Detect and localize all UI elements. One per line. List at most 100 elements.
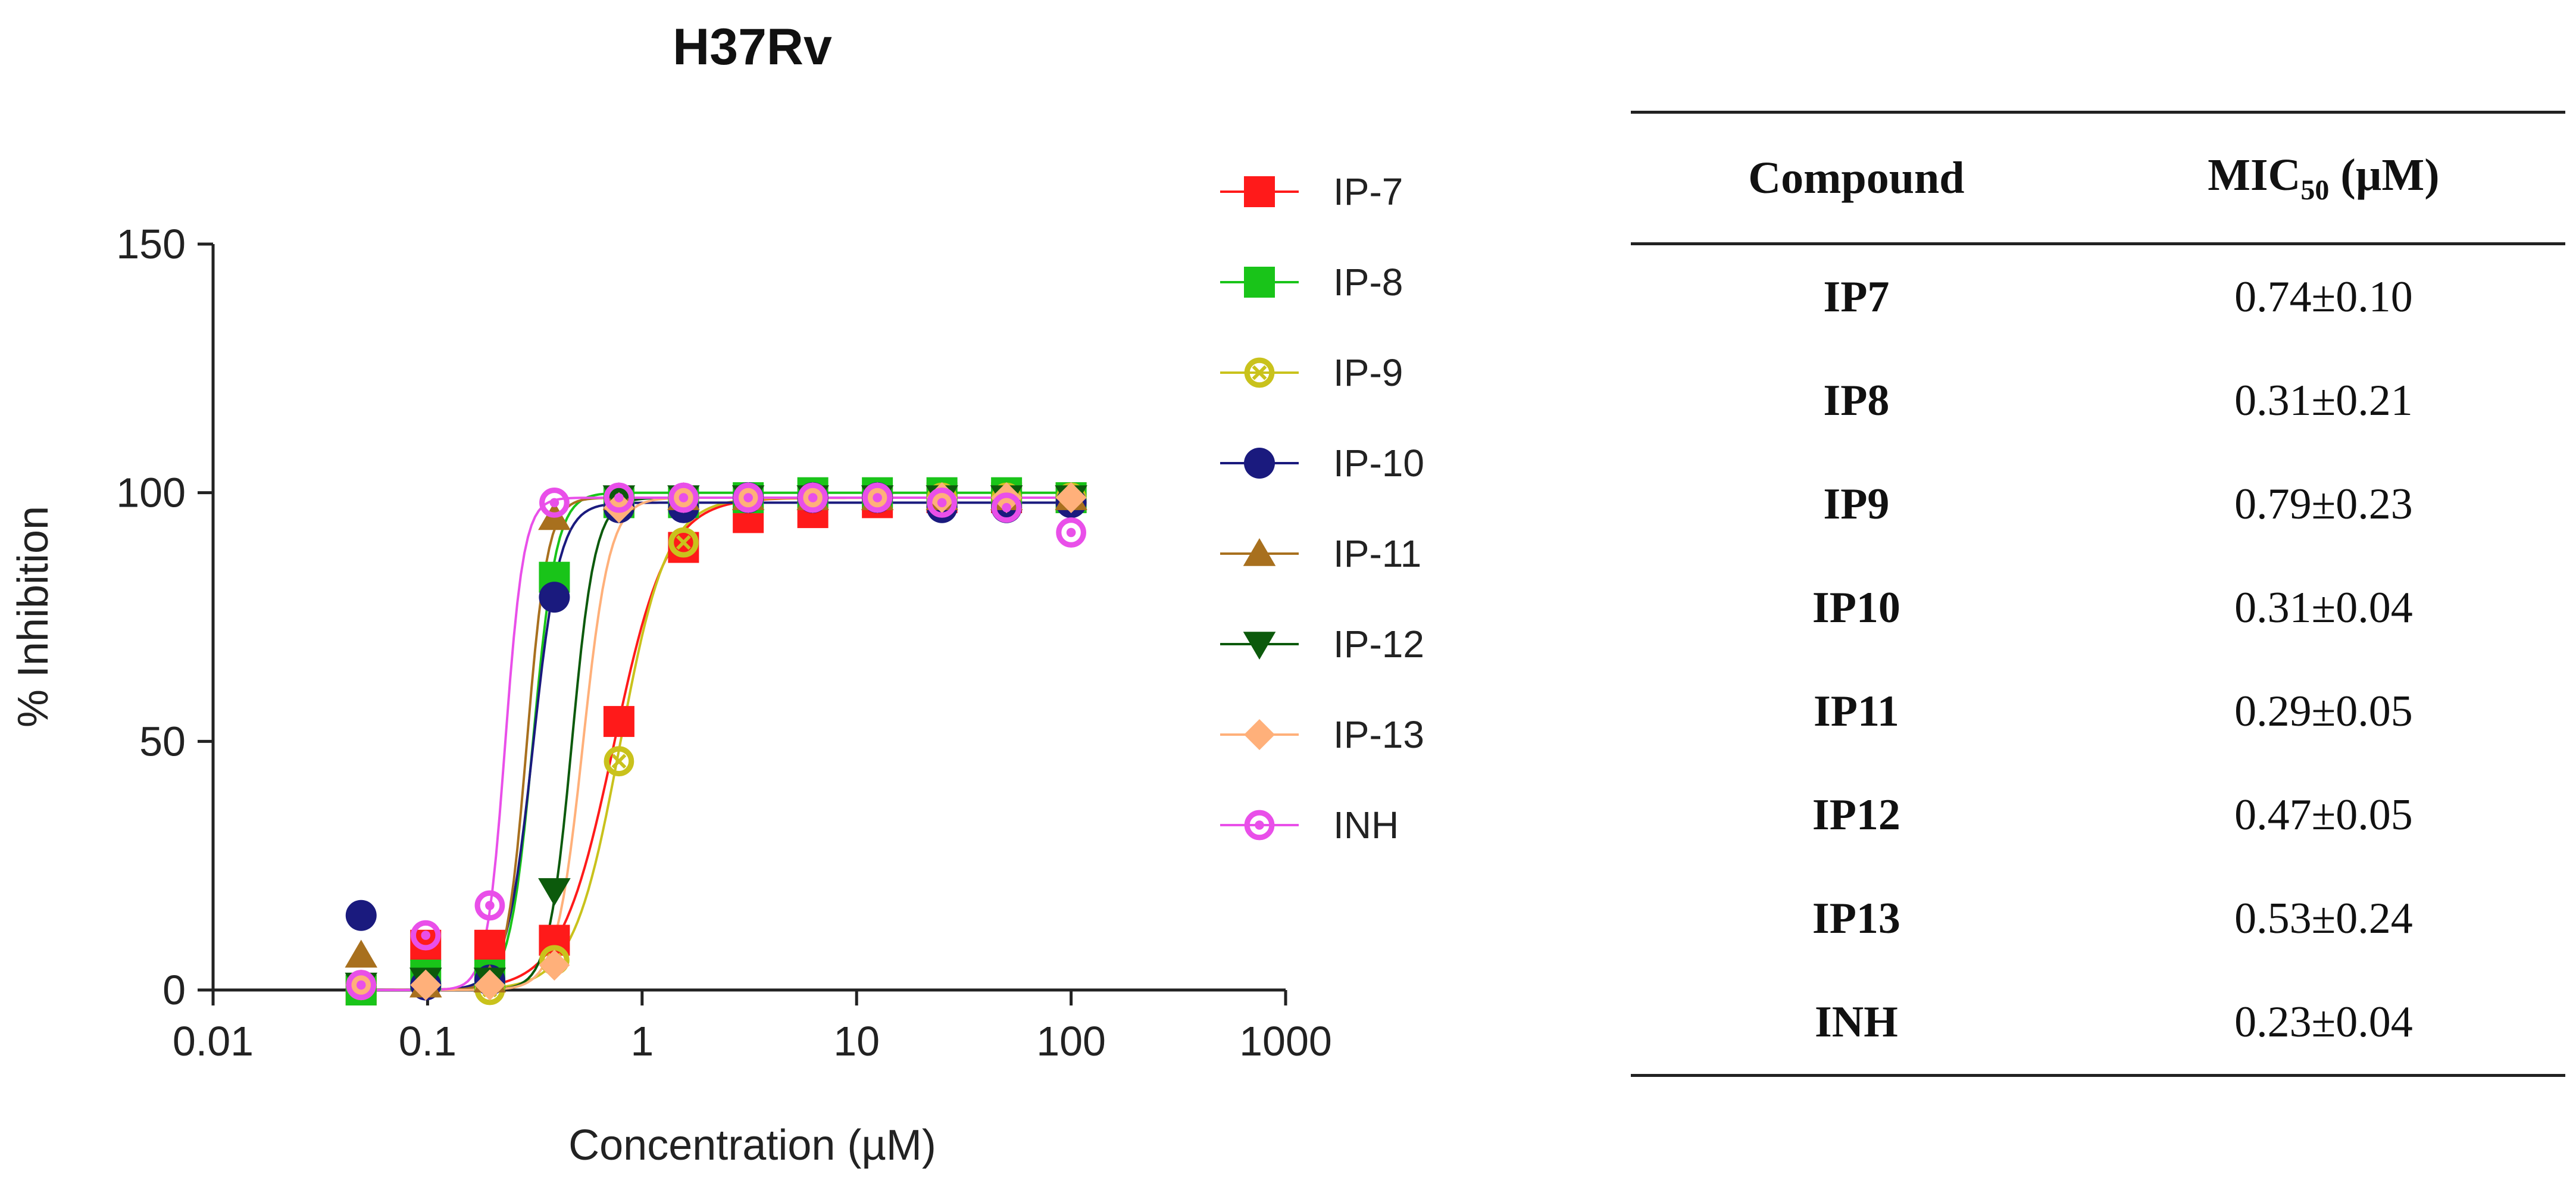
data-point: [927, 488, 957, 518]
legend-marker-ip-12: [1243, 632, 1276, 660]
legend-marker-ip-10: [1244, 448, 1275, 479]
data-point: [474, 969, 505, 1001]
series-inh: [346, 482, 1086, 1000]
legend-label: IP-13: [1333, 713, 1424, 756]
data-point: [604, 482, 634, 513]
mic-header-subscript: 50: [2300, 174, 2330, 207]
table-header-row: Compound MIC50 (µM): [1631, 112, 2565, 245]
y-tick-label: 100: [116, 470, 186, 516]
y-tick-label: 150: [116, 221, 186, 267]
chart-title: H37Rv: [673, 18, 832, 76]
legend-item-ip-11: IP-11: [1220, 532, 1421, 575]
legend-marker-ip-11: [1243, 538, 1276, 566]
table-row: INH 0.23±0.04: [1631, 970, 2565, 1077]
legend-marker-ip-13: [1244, 719, 1275, 750]
mic50-table: Compound MIC50 (µM) IP7 0.74±0.10 IP8 0.31…: [1631, 111, 2565, 1077]
mic-cell: 0.23±0.04: [2081, 970, 2565, 1077]
legend-item-ip-13: IP-13: [1220, 713, 1424, 756]
legend-label: INH: [1333, 804, 1399, 847]
fit-curve-ip-12: [361, 496, 1071, 991]
data-point: [1055, 482, 1087, 514]
mic-cell: 0.74±0.10: [2234, 272, 2413, 321]
legend-label: IP-12: [1333, 623, 1424, 666]
y-tick-label: 50: [139, 718, 186, 764]
fit-curve-inh: [361, 496, 1071, 991]
data-point: [538, 878, 571, 906]
mic-cell: 0.31±0.04: [2234, 583, 2413, 632]
fit-curve-ip-9: [361, 496, 1071, 991]
legend-item-ip-10: IP-10: [1220, 442, 1424, 485]
data-point: [1056, 517, 1086, 548]
table-row: IP11 0.29±0.05: [1631, 660, 2565, 763]
data-point: [668, 527, 699, 558]
x-tick-label: 100: [1036, 1018, 1106, 1064]
legend-label: IP-9: [1333, 351, 1403, 394]
compound-cell: INH: [1631, 970, 2082, 1077]
compound-cell: IP13: [1812, 894, 1900, 943]
legend-item-ip-12: IP-12: [1220, 623, 1424, 666]
legend-item-inh: INH: [1220, 804, 1399, 847]
legend-label: IP-7: [1333, 170, 1403, 213]
mic-header-prefix: MIC: [2208, 149, 2301, 200]
mic-cell: 0.31±0.21: [2234, 376, 2413, 425]
legend-item-ip-9: IP-9: [1220, 351, 1403, 394]
legend-item-ip-7: IP-7: [1220, 170, 1403, 213]
mic-header-unit: (µM): [2329, 149, 2440, 200]
compound-cell: IP12: [1812, 790, 1900, 839]
data-point: [474, 929, 505, 961]
series-ip-7: [345, 482, 1087, 1005]
x-tick-label: 0.1: [399, 1018, 457, 1064]
legend-label: IP-11: [1333, 532, 1421, 575]
y-axis-label: % Inhibition: [10, 506, 57, 727]
legend-marker-inh: [1244, 810, 1275, 841]
compound-cell: IP11: [1813, 686, 1899, 736]
table-row: IP13 0.53±0.24: [1631, 867, 2565, 970]
data-point: [410, 920, 441, 951]
x-tick-label: 10: [833, 1018, 880, 1064]
x-axis-label: Concentration (µM): [568, 1122, 936, 1169]
table-row: IP7 0.74±0.10: [1631, 244, 2565, 349]
series-ip-12: [345, 485, 1087, 1001]
legend-label: IP-10: [1333, 442, 1424, 485]
data-point: [733, 482, 764, 513]
fit-curve-ip-7: [361, 496, 1071, 991]
ticks: 0.01 0.1 1 10 100 1000 0 50 100 150: [116, 221, 1332, 1064]
data-point: [345, 939, 378, 968]
mic-cell: 0.29±0.05: [2234, 686, 2413, 736]
compound-cell: IP8: [1823, 376, 1890, 425]
mic-cell: 0.53±0.24: [2234, 894, 2413, 943]
x-tick-label: 1: [630, 1018, 654, 1064]
x-tick-label: 0.01: [173, 1018, 254, 1064]
data-point: [798, 482, 828, 513]
fit-curve-ip-11: [361, 496, 1071, 991]
series-ip-9: [346, 482, 1086, 1005]
y-tick-label: 0: [162, 967, 186, 1013]
legend: IP-7 IP-8 IP-9 IP-10 IP-11 IP-12 IP-13 INH: [1220, 170, 1424, 847]
fit-curve-ip-13: [361, 496, 1071, 991]
fit-curves: [361, 491, 1071, 991]
data-point: [345, 900, 377, 931]
legend-item-ip-8: IP-8: [1220, 261, 1403, 304]
table-row: IP8 0.31±0.21: [1631, 349, 2565, 452]
data-point: [862, 482, 893, 513]
data-point: [668, 482, 699, 513]
series-ip-13: [345, 482, 1087, 1001]
compound-cell: IP10: [1812, 583, 1900, 632]
legend-marker-ip-7: [1244, 176, 1275, 207]
fit-curve-ip-10: [361, 501, 1071, 991]
legend-label: IP-8: [1333, 261, 1403, 304]
data-point: [539, 488, 570, 518]
data-point: [604, 746, 634, 777]
data-point: [539, 582, 570, 613]
table-row: IP12 0.47±0.05: [1631, 763, 2565, 867]
mic-cell: 0.47±0.05: [2234, 790, 2413, 839]
axes: [211, 244, 1286, 992]
data-point: [991, 492, 1022, 523]
x-tick-label: 1000: [1239, 1018, 1332, 1064]
legend-marker-ip-8: [1244, 267, 1275, 298]
data-point: [539, 950, 570, 981]
compound-column-header: Compound: [1631, 112, 2082, 245]
fit-curve-ip-8: [361, 491, 1071, 991]
data-points: [345, 477, 1087, 1005]
